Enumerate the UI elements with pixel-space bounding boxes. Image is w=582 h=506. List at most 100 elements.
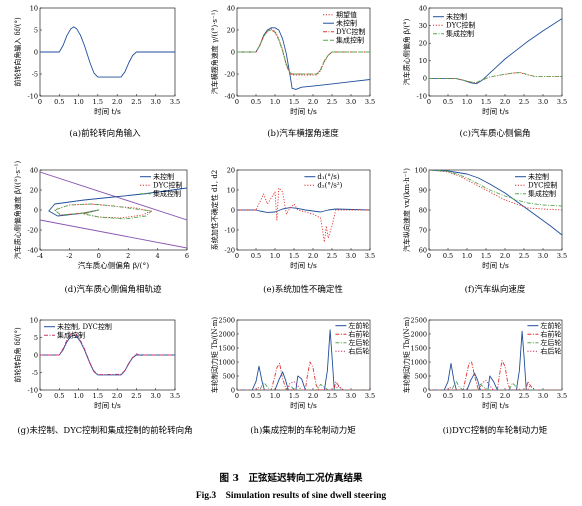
y-tick-label: 1000 <box>410 358 427 366</box>
legend-label: d₂(°/s²) <box>317 182 342 190</box>
y-tick-label: -20 <box>225 70 235 78</box>
x-tick-label: 0.5 <box>443 252 453 260</box>
y-tick-label: -40 <box>225 92 235 100</box>
y-tick-label: 5 <box>34 26 38 34</box>
x-tick-label: 0.5 <box>251 252 261 260</box>
y-tick-label: 10 <box>30 4 38 12</box>
series-line <box>237 361 370 390</box>
series-line <box>429 170 562 211</box>
y-tick-label: 40 <box>30 166 38 174</box>
subfigure-caption: (g)未控制、DYC控制和集成控制的前轮转向角 <box>17 425 192 436</box>
legend-label: 左后轮 <box>540 338 561 347</box>
x-tick-label: 0 <box>427 252 431 260</box>
series-line <box>40 171 187 221</box>
y-axis-label: 车轮制动力矩 Tb/(N·m) <box>210 317 219 393</box>
x-tick-label: 2.5 <box>327 98 337 106</box>
figure-caption-cn: 图 3 正弦延迟转向工况仿真结果 <box>219 473 363 484</box>
y-tick-label: 80 <box>419 206 427 214</box>
x-tick-label: 2.5 <box>327 392 337 400</box>
x-tick-label: 1.5 <box>481 252 491 260</box>
x-tick-label: 1.0 <box>73 98 83 106</box>
legend-label: 集成控制 <box>446 29 474 38</box>
x-tick-label: 0.5 <box>251 392 261 400</box>
series-line <box>237 187 370 243</box>
x-axis-label: 时间 t/s <box>290 260 317 270</box>
y-axis-label: 汽车质心侧偏角 β/(°) <box>402 18 411 85</box>
x-tick-label: 3.0 <box>346 98 356 106</box>
x-tick-label: 3.5 <box>557 392 567 400</box>
y-tick-label: 100 <box>415 166 427 174</box>
chart-e: 0 0.5 1.0 1.5 2.0 2.5 3.0 3.5 -20 -10 0 10 20 时间 t/s 系… <box>210 166 375 295</box>
series-line <box>40 219 187 249</box>
y-tick-label: 500 <box>223 372 235 380</box>
x-axis-label: 汽车质心侧偏角 β/(°) <box>78 260 149 270</box>
legend-label: DYC控制 <box>336 27 365 36</box>
y-tick-label: -10 <box>28 386 38 394</box>
x-tick-label: 0 <box>235 98 239 106</box>
series-line <box>54 203 153 220</box>
y-tick-label: 0 <box>231 48 235 56</box>
x-tick-label: 0 <box>38 98 42 106</box>
y-tick-label: 0 <box>34 48 38 56</box>
legend-label: 期望值 <box>336 10 357 19</box>
legend-label: 左后轮 <box>348 338 369 347</box>
x-tick-label: 0.5 <box>443 98 453 106</box>
y-axis-label: 前轮转向角输入 δf/(°) <box>13 17 22 87</box>
subfigure-caption: (i)DYC控制的车轮制动力矩 <box>443 425 548 436</box>
x-tick-label: -2 <box>66 252 72 260</box>
y-tick-label: -40 <box>28 246 38 254</box>
y-tick-label: 0 <box>34 351 38 359</box>
y-tick-label: 0 <box>231 386 235 394</box>
y-tick-label: 10 <box>419 57 427 65</box>
x-tick-label: 0.5 <box>443 392 453 400</box>
x-tick-label: 2.5 <box>131 98 141 106</box>
x-tick-label: 2.0 <box>500 98 510 106</box>
x-tick-label: 1.0 <box>270 392 280 400</box>
y-axis-label: 车轮制动力矩 Tb/(N·m) <box>402 317 411 393</box>
y-axis-label: 汽车质心侧偏角速度 β̇/((°)·s⁻¹) <box>13 161 22 260</box>
x-tick-label: 2.0 <box>500 392 510 400</box>
legend-label: 左前轮 <box>540 321 561 330</box>
legend-label: d₁(°/s) <box>317 173 339 181</box>
x-tick-label: 3.5 <box>557 252 567 260</box>
y-tick-label: -20 <box>225 246 235 254</box>
x-tick-label: 0 <box>427 98 431 106</box>
subfigure-caption: (b)汽车横摆角速度 <box>267 128 339 139</box>
y-tick-label: -10 <box>417 92 427 100</box>
x-tick-label: 3.0 <box>151 98 161 106</box>
y-tick-label: 70 <box>419 226 427 234</box>
y-tick-label: 10 <box>227 186 235 194</box>
y-tick-label: 20 <box>227 166 235 174</box>
x-tick-label: 3.5 <box>170 98 180 106</box>
x-tick-label: 1.5 <box>93 392 103 400</box>
y-tick-label: 0 <box>231 206 235 214</box>
series-line <box>54 203 151 219</box>
x-tick-label: 0 <box>427 392 431 400</box>
legend-label: 未控制 <box>153 172 174 181</box>
y-tick-label: 0 <box>423 386 427 394</box>
subfigure-caption: (h)集成控制的车轮制动力矩 <box>250 425 356 436</box>
chart-i: 0 0.5 1.0 1.5 2.0 2.5 3.0 3.5 0 500 1000 1500 2000 25… <box>402 316 567 436</box>
series-line <box>237 381 370 390</box>
x-tick-label: 3.5 <box>365 98 375 106</box>
x-tick-label: 2.0 <box>308 252 318 260</box>
subfigure-caption: (e)系统加性不确定性 <box>263 284 343 295</box>
legend-label: DYC控制 <box>153 181 182 190</box>
chart-f: 0 0.5 1.0 1.5 2.0 2.5 3.0 3.5 60 70 80 90 100 时间 t/s 汽… <box>402 166 567 295</box>
x-tick-label: 0 <box>38 392 42 400</box>
series-line <box>237 29 370 75</box>
series-line <box>429 381 562 390</box>
x-tick-label: 1.5 <box>289 98 299 106</box>
x-tick-label: 3.5 <box>170 392 180 400</box>
legend-label: 右前轮 <box>540 330 561 339</box>
x-tick-label: 0 <box>235 392 239 400</box>
y-tick-label: 10 <box>30 316 38 324</box>
legend-label: 右后轮 <box>348 347 369 356</box>
legend-label: 右前轮 <box>348 330 369 339</box>
y-axis-label: 汽车纵向速度 vx/(km·h⁻¹) <box>402 168 411 252</box>
x-tick-label: 2.5 <box>131 392 141 400</box>
x-tick-label: 2.5 <box>327 252 337 260</box>
x-tick-label: 3.5 <box>365 392 375 400</box>
y-tick-label: 0 <box>423 75 427 83</box>
